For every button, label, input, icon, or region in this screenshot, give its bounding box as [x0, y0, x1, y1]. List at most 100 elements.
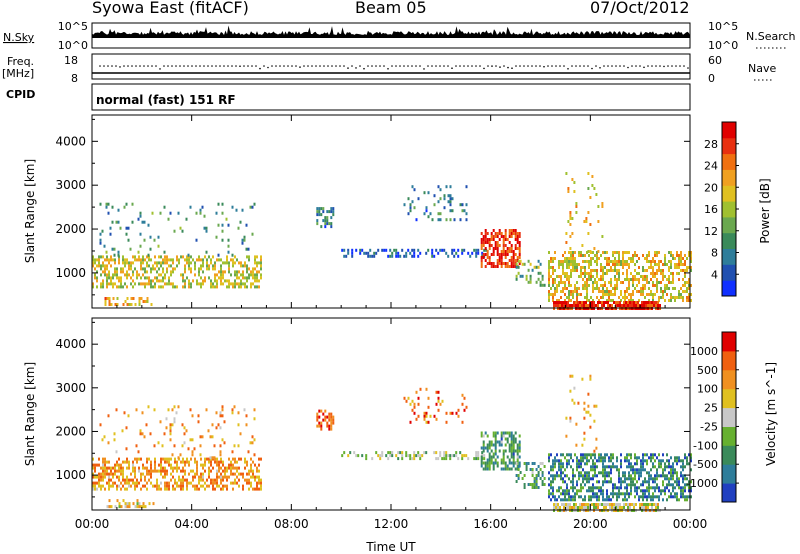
- heatmap-cell: [598, 459, 600, 463]
- heatmap-cell: [569, 503, 571, 506]
- heatmap-cell: [128, 460, 130, 464]
- heatmap-cell: [596, 459, 598, 463]
- heatmap-cell: [678, 266, 680, 269]
- x-tick-label: 16:00: [473, 517, 508, 531]
- heatmap-cell: [516, 235, 519, 238]
- heatmap-cell: [114, 282, 116, 286]
- heatmap-cell: [124, 261, 126, 265]
- heatmap-cell: [134, 258, 136, 262]
- heatmap-cell: [158, 463, 160, 467]
- heatmap-cell: [529, 468, 532, 471]
- heatmap-cell: [496, 464, 499, 468]
- heatmap-cell: [116, 484, 118, 488]
- heatmap-cell: [136, 276, 138, 280]
- heatmap-cell: [359, 248, 362, 252]
- heatmap-cell: [494, 241, 497, 244]
- heatmap-cell: [320, 424, 323, 428]
- heatmap-cell: [508, 431, 511, 435]
- heatmap-cell: [682, 495, 684, 499]
- heatmap-cell: [172, 258, 174, 262]
- heatmap-cell: [688, 278, 690, 281]
- heatmap-cell: [433, 451, 436, 455]
- heatmap-cell: [626, 477, 628, 481]
- heatmap-cell: [182, 273, 184, 277]
- heatmap-cell: [174, 267, 176, 271]
- heatmap-cell: [564, 260, 566, 263]
- heatmap-cell: [465, 454, 468, 458]
- heatmap-cell: [566, 296, 568, 299]
- heatmap-cell: [670, 474, 672, 478]
- heatmap-cell: [206, 258, 208, 262]
- heatmap-cell: [355, 248, 358, 252]
- heatmap-cell: [556, 489, 558, 493]
- heatmap-cell: [482, 449, 485, 453]
- heatmap-cell: [220, 478, 222, 482]
- heatmap-cell: [142, 484, 144, 488]
- heatmap-cell: [102, 264, 104, 268]
- heatmap-cell: [560, 486, 562, 490]
- heatmap-cell: [142, 267, 144, 271]
- heatmap-cell: [594, 456, 596, 460]
- heatmap-cell: [168, 276, 170, 280]
- heatmap-cell: [574, 251, 576, 254]
- heatmap-cell: [626, 453, 628, 457]
- heatmap-cell: [552, 260, 554, 263]
- heatmap-cell: [258, 478, 260, 482]
- heatmap-cell: [596, 296, 598, 299]
- heatmap-cell: [461, 454, 464, 458]
- heatmap-cell: [480, 265, 483, 268]
- heatmap-cell: [515, 265, 518, 269]
- heatmap-cell: [250, 481, 252, 485]
- heatmap-cell: [212, 484, 214, 488]
- heatmap-cell: [616, 287, 618, 290]
- heatmap-cell: [490, 443, 493, 447]
- heatmap-cell: [580, 486, 582, 490]
- heatmap-cell: [506, 265, 509, 268]
- heatmap-cell: [332, 415, 335, 419]
- heatmap-cell: [519, 274, 522, 278]
- heatmap-cell: [247, 450, 250, 454]
- heatmap-cell: [220, 276, 222, 280]
- heatmap-cell: [191, 450, 194, 454]
- heatmap-cell: [576, 462, 578, 466]
- heatmap-cell: [584, 287, 586, 290]
- heatmap-cell: [508, 458, 511, 462]
- heatmap-cell: [582, 284, 584, 287]
- heatmap-cell: [626, 465, 628, 469]
- heatmap-cell: [613, 506, 615, 509]
- heatmap-cell: [570, 465, 572, 469]
- heatmap-cell: [618, 296, 620, 299]
- heatmap-cell: [575, 422, 578, 426]
- heatmap-cell: [578, 263, 580, 266]
- heatmap-cell: [146, 469, 148, 473]
- heatmap-cell: [110, 478, 112, 482]
- heatmap-cell: [224, 484, 226, 488]
- heatmap-cell: [256, 264, 258, 268]
- heatmap-cell: [690, 468, 692, 472]
- heatmap-cell: [115, 450, 118, 454]
- heatmap-cell: [486, 467, 489, 471]
- heatmap-cell: [104, 300, 107, 303]
- heatmap-cell: [690, 459, 692, 463]
- heatmap-cell: [670, 471, 672, 475]
- heatmap-cell: [218, 276, 220, 280]
- heatmap-cell: [568, 260, 570, 263]
- heatmap-cell: [140, 267, 142, 271]
- heatmap-cell: [642, 489, 644, 493]
- heatmap-cell: [130, 484, 132, 488]
- heatmap-cell: [596, 257, 598, 260]
- heatmap-cell: [233, 444, 236, 448]
- heatmap-cell: [427, 248, 430, 252]
- heatmap-cell: [504, 467, 507, 471]
- heatmap-cell: [443, 206, 446, 210]
- heatmap-cell: [590, 275, 592, 278]
- heatmap-cell: [592, 290, 594, 293]
- heatmap-cell: [238, 484, 240, 488]
- heatmap-cell: [498, 262, 501, 265]
- heatmap-cell: [168, 481, 170, 485]
- heatmap-cell: [626, 486, 628, 490]
- heatmap-cell: [100, 282, 102, 286]
- heatmap-cell: [666, 263, 668, 266]
- heatmap-cell: [564, 456, 566, 460]
- heatmap-cell: [146, 457, 148, 461]
